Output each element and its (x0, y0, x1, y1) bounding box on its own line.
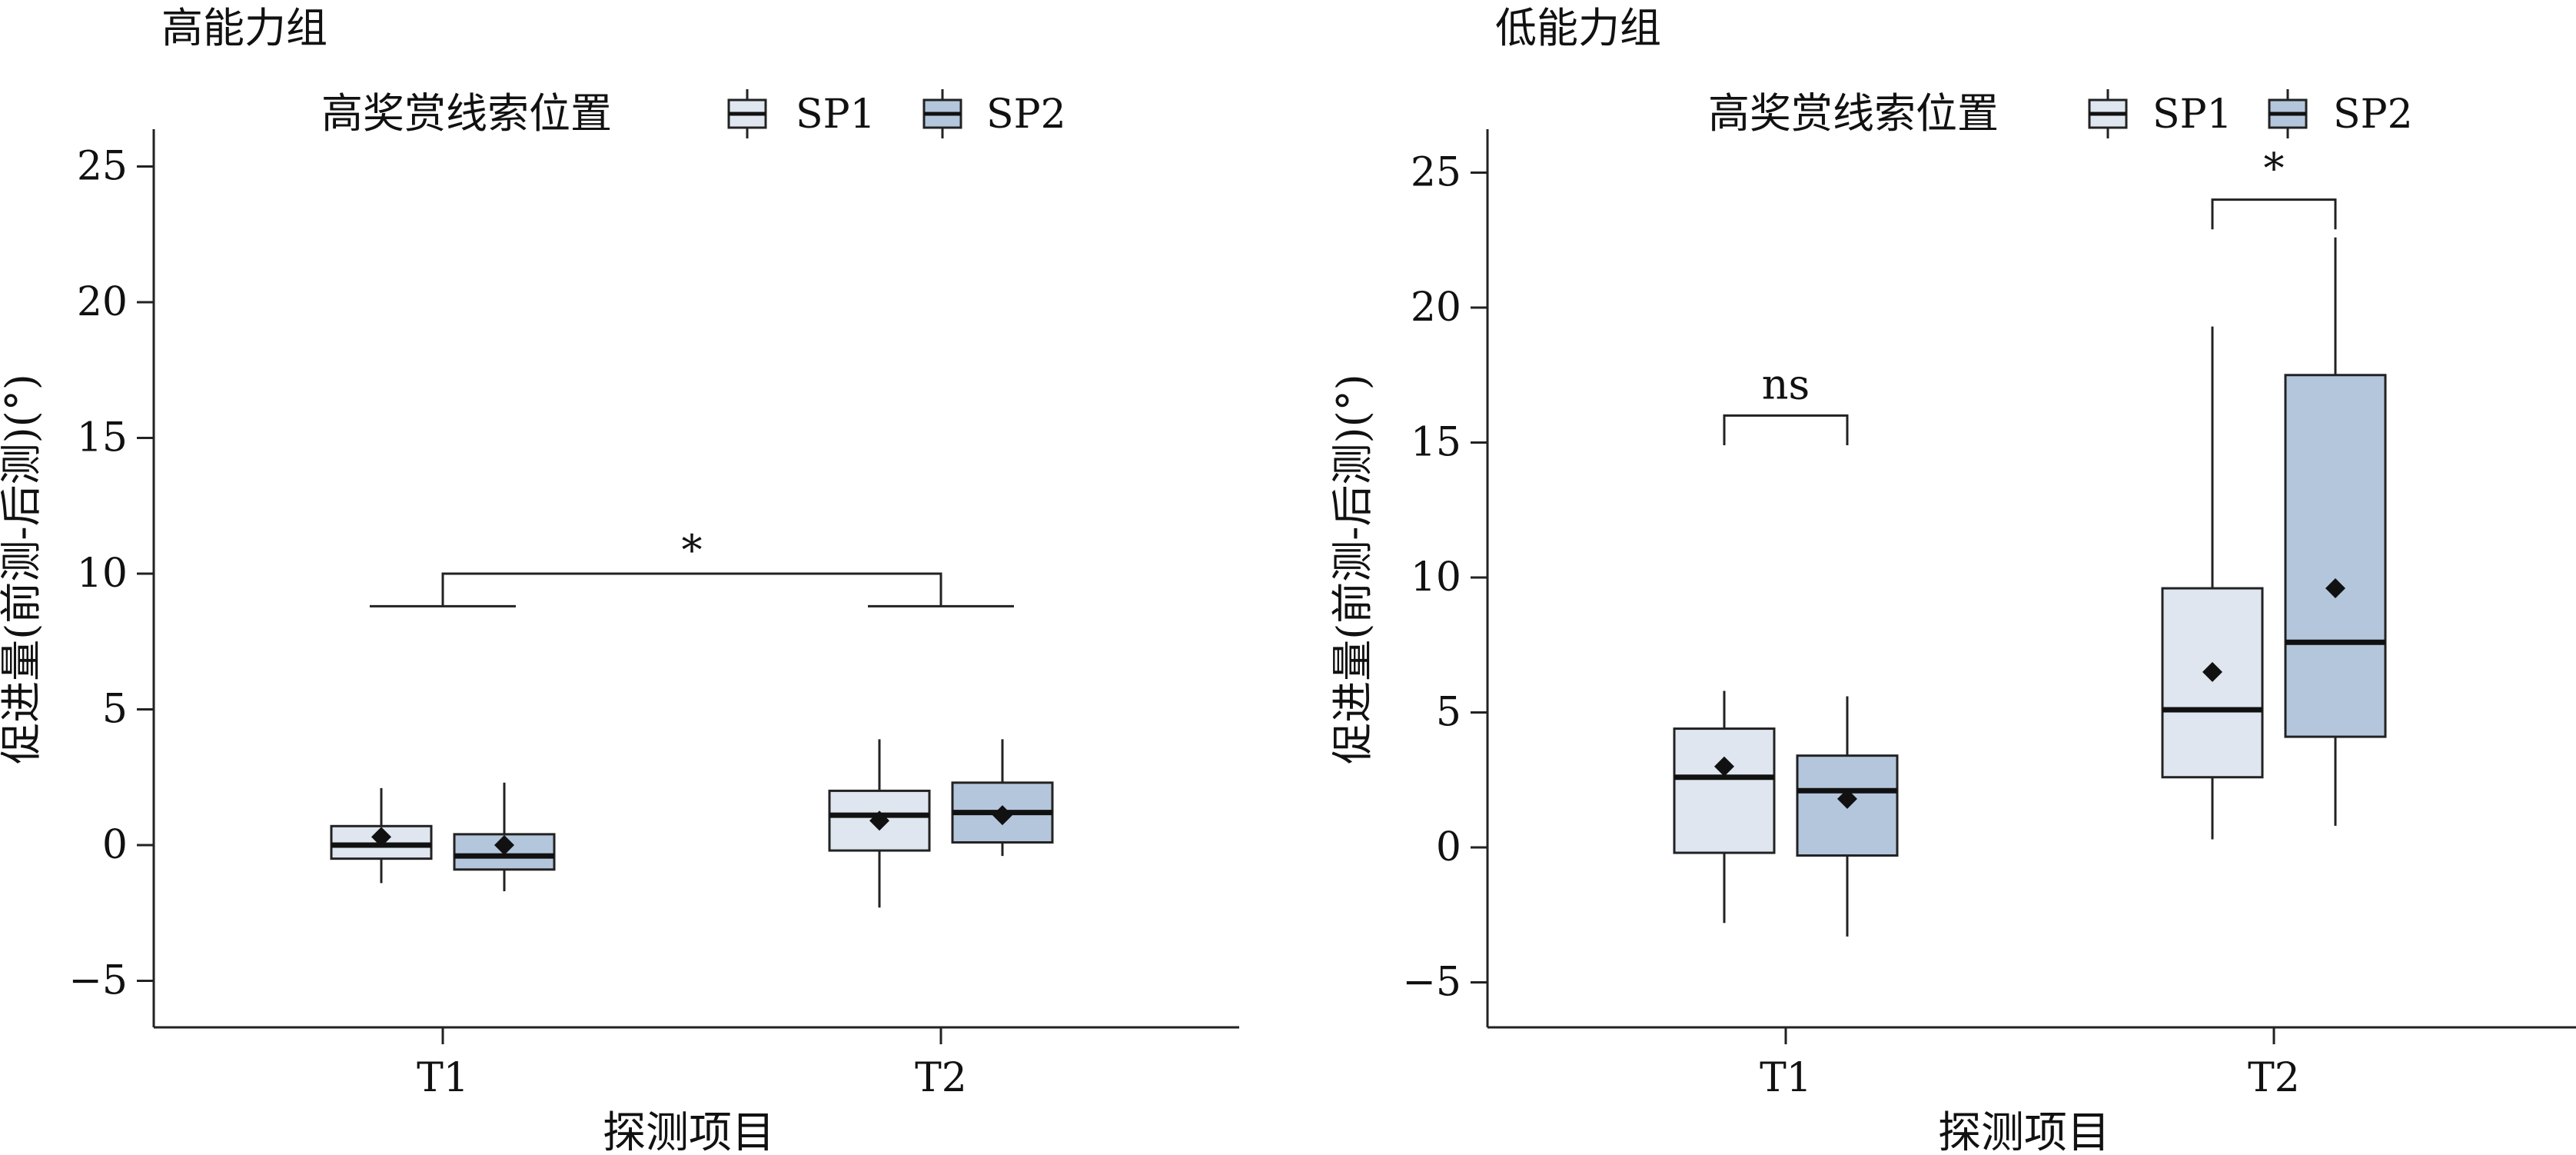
y-tick-label: 20 (77, 279, 128, 325)
panel-title: 低能力组 (1495, 4, 1661, 52)
significance-bracket (2211, 198, 2337, 230)
y-tick-label: 0 (1436, 824, 1461, 870)
y-tick-label: 25 (1411, 150, 1461, 196)
x-axis-label: 探测项目 (1938, 1108, 2110, 1155)
legend-title: 高奖赏线索位置 (1708, 89, 1999, 138)
mean-marker-sp1-t2 (869, 810, 889, 831)
y-tick-label: 10 (1411, 554, 1461, 601)
box-sp1-t1 (1673, 727, 1776, 854)
mean-marker-sp2-t2 (992, 805, 1012, 826)
y-tick-label: −5 (68, 958, 128, 1004)
mean-marker-sp1-t1 (1714, 756, 1734, 777)
legend-label-sp2: SP2 (2333, 92, 2413, 138)
mean-marker-sp1-t1 (371, 827, 391, 847)
y-tick-label: 25 (77, 144, 128, 190)
y-axis-label: 促进量(前测-后测)(°) (0, 374, 45, 764)
y-tick-label: −5 (1402, 960, 1461, 1006)
mean-marker-sp2-t1 (494, 835, 514, 855)
x-tick-label: T1 (1760, 1055, 1812, 1101)
significance-bracket (441, 572, 942, 607)
x-tick-label: T1 (417, 1055, 469, 1101)
legend-label-sp1: SP1 (796, 92, 876, 138)
y-tick-label: 5 (1436, 690, 1461, 736)
mean-marker-sp2-t1 (1837, 788, 1857, 809)
y-tick-label: 15 (77, 415, 128, 461)
box-sp2-t2 (2284, 374, 2387, 738)
legend-title: 高奖赏线索位置 (321, 89, 612, 138)
panel-title: 高能力组 (161, 4, 327, 52)
y-axis-label: 促进量(前测-后测)(°) (1328, 374, 1377, 764)
mean-marker-sp1-t2 (2202, 661, 2222, 682)
legend-label-sp2: SP2 (986, 92, 1066, 138)
y-tick-label: 20 (1411, 285, 1461, 331)
legend-label-sp1: SP1 (2152, 92, 2232, 138)
mean-marker-sp2-t2 (2325, 578, 2345, 599)
significance-label: ns (1762, 360, 1810, 408)
significance-label: * (682, 526, 703, 574)
x-tick-label: T2 (915, 1055, 967, 1101)
y-tick-label: 15 (1411, 420, 1461, 466)
significance-bracket (1723, 414, 1849, 446)
x-tick-label: T2 (2248, 1055, 2300, 1101)
y-tick-label: 10 (77, 551, 128, 597)
y-tick-label: 0 (102, 822, 128, 868)
y-tick-label: 5 (102, 687, 128, 733)
significance-label: * (2264, 145, 2285, 193)
box-sp1-t2 (2161, 587, 2264, 779)
x-axis-label: 探测项目 (603, 1108, 775, 1155)
